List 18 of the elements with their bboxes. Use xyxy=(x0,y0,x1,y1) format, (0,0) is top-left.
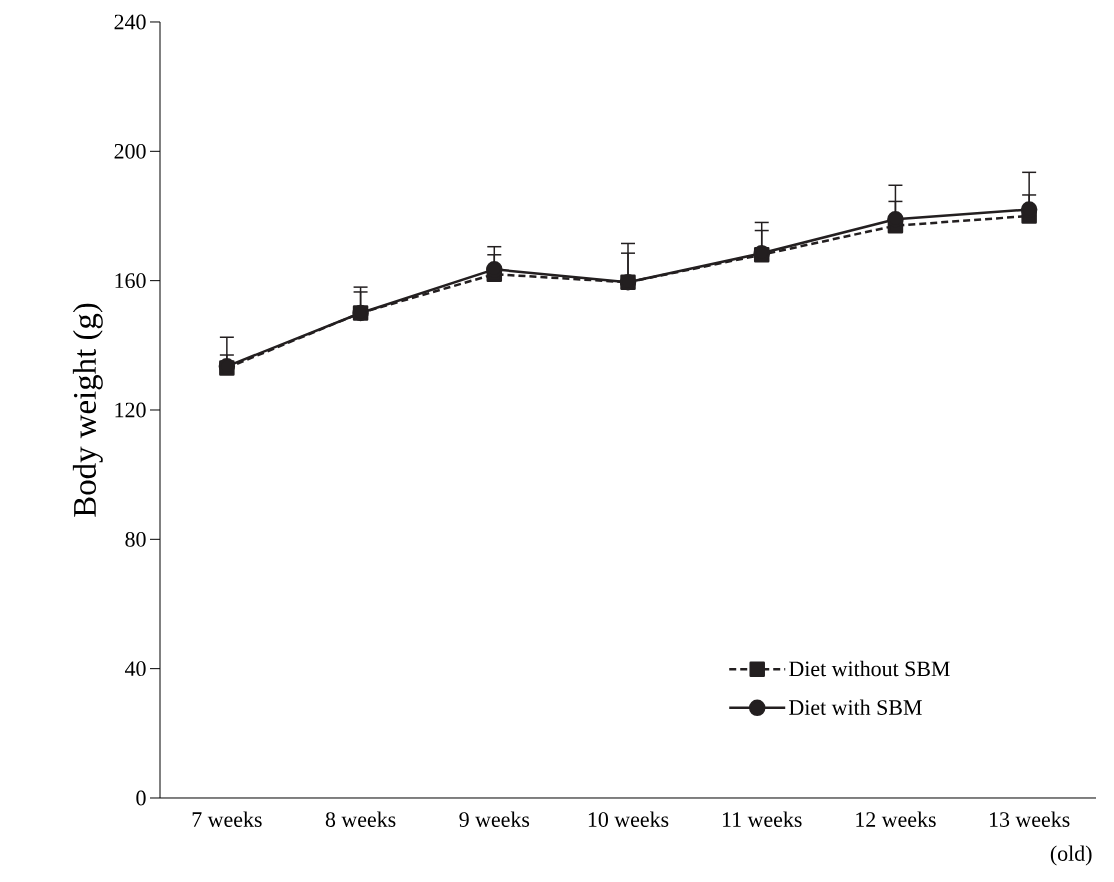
x-tick-label: 7 weeks xyxy=(192,811,262,827)
legend-label: Diet with SBM xyxy=(789,699,922,715)
y-tick-label: 240 xyxy=(114,14,146,30)
x-tick-label: 12 weeks xyxy=(856,811,936,827)
text: (old) xyxy=(1050,845,1092,866)
y-tick-label: 80 xyxy=(125,531,146,547)
x-tick-label: 10 weeks xyxy=(588,811,669,827)
x-tick-label: 11 weeks xyxy=(722,811,802,827)
y-tick-label: 160 xyxy=(115,273,146,289)
legend-label: Diet without SBM xyxy=(789,660,950,677)
y-axis-title: Body weight (g) xyxy=(72,303,103,517)
y-tick-label: 40 xyxy=(124,661,146,677)
x-tick-label: 9 weeks xyxy=(459,811,530,827)
y-tick-label: 0 xyxy=(136,790,146,806)
y-tick-label: 200 xyxy=(114,143,146,159)
x-tick-label: 13 weeks xyxy=(989,811,1070,827)
y-tick-label: 120 xyxy=(115,402,146,418)
x-tick-label: 8 weeks xyxy=(325,811,396,827)
